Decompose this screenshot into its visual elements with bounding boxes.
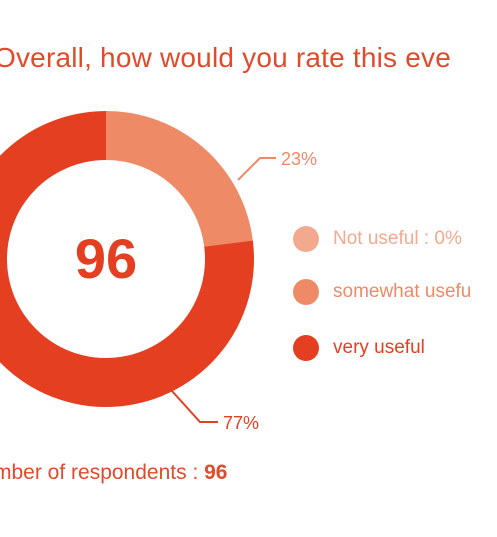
donut-slice-very-useful — [0, 111, 254, 407]
legend-item-not-useful: Not useful : 0% — [293, 226, 462, 252]
respondents-label: mber of respondents : — [0, 461, 205, 484]
leader-line-very-useful — [171, 390, 218, 423]
chart-title: Overall, how would you rate this eve — [0, 42, 451, 73]
respondents-count: 96 — [204, 461, 228, 484]
legend-item-very-useful: very useful — [293, 335, 425, 361]
legend-label-very-useful: very useful — [333, 337, 425, 358]
legend-swatch-very-useful — [293, 335, 319, 361]
legend-item-somewhat-useful: somewhat usefu — [293, 279, 471, 305]
donut-slice-somewhat-useful — [106, 111, 253, 247]
legend-swatch-not-useful — [293, 226, 319, 252]
legend-swatch-somewhat-useful — [293, 279, 319, 305]
center-value: 96 — [75, 227, 137, 290]
legend-label-somewhat-useful: somewhat usefu — [333, 281, 472, 302]
leader-line-somewhat-useful — [237, 157, 276, 181]
data-label-very-useful: 77% — [223, 413, 259, 433]
respondents-footer: mber of respondents : 96 — [0, 461, 227, 485]
legend-label-not-useful: Not useful : 0% — [333, 228, 462, 249]
data-label-somewhat-useful: 23% — [281, 149, 317, 169]
